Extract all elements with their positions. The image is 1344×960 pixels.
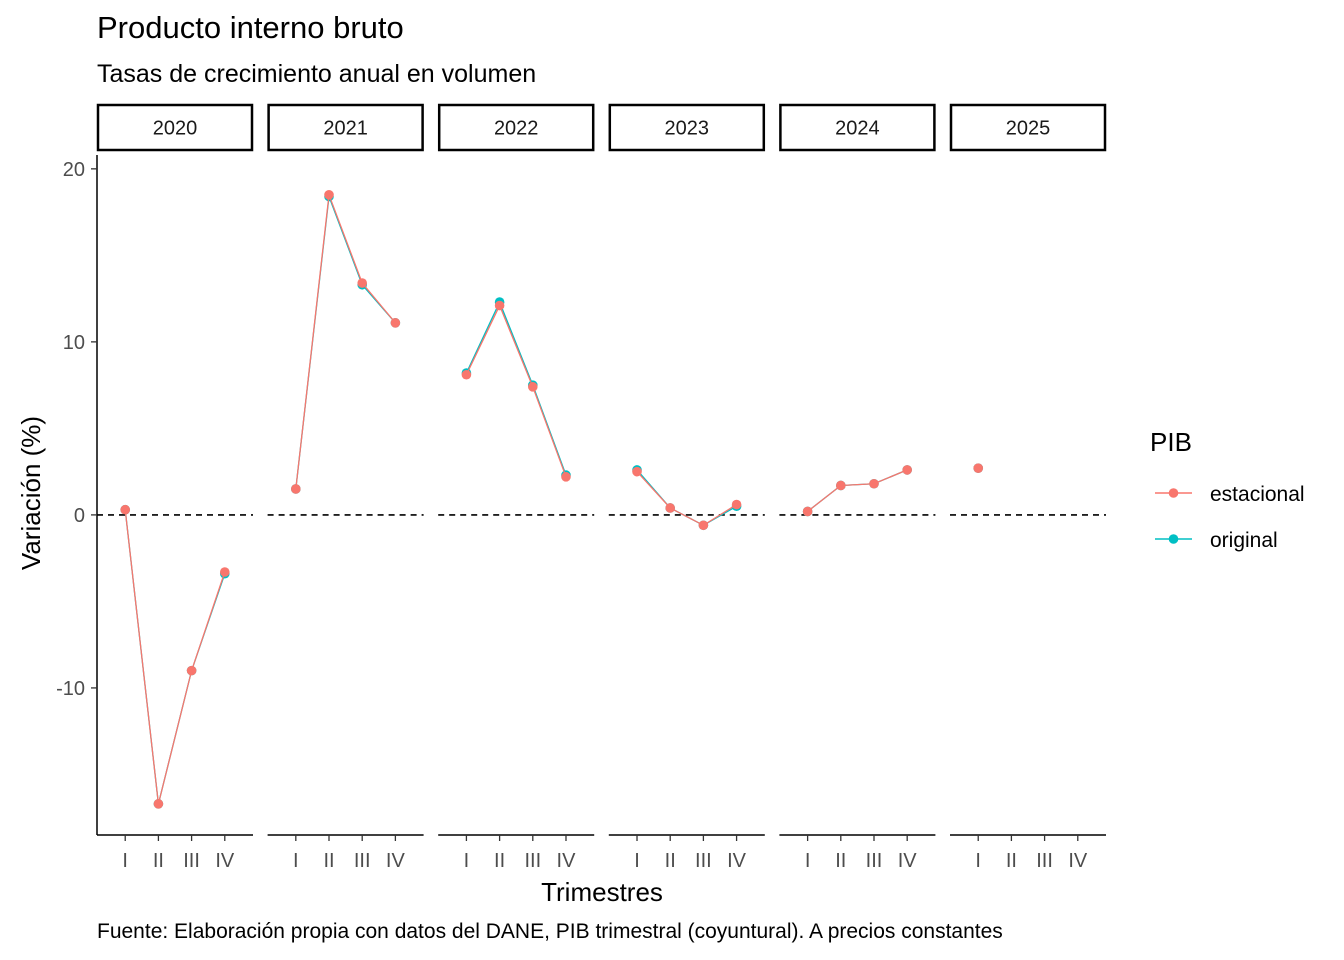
legend-item-original: original [1155, 529, 1278, 552]
x-tick-label: I [975, 850, 981, 872]
data-point-estacional [291, 484, 301, 494]
x-tick-label: III [866, 850, 883, 872]
x-tick-label: IV [215, 850, 235, 872]
legend-key-point [1168, 534, 1179, 544]
y-tick-label: -10 [56, 678, 85, 700]
x-tick-label: II [835, 850, 846, 872]
series-line-estacional [636, 471, 737, 527]
facet-strip-label: 2021 [323, 118, 368, 140]
legend-label: estacional [1210, 483, 1305, 506]
series-line-estacional [295, 194, 396, 490]
data-point-estacional [494, 300, 505, 311]
data-point-estacional [836, 480, 846, 491]
data-point-estacional [561, 472, 571, 482]
x-tick-label: II [323, 850, 334, 872]
x-tick-label: III [524, 850, 541, 872]
legend-item-estacional: estacional [1155, 483, 1305, 506]
legend-items: estacional original [1155, 483, 1305, 552]
facet-strip [96, 103, 254, 152]
facet-strip-label: 2022 [494, 118, 539, 140]
x-tick-label: II [153, 850, 164, 872]
data-point-estacional [357, 278, 367, 288]
facet-strip [608, 103, 766, 152]
y-axis: -10 0 10 20 [56, 155, 98, 835]
facet-strip [949, 103, 1107, 152]
data-point-estacional [390, 318, 401, 328]
y-tick-label: 0 [74, 505, 85, 527]
series-line-estacional [807, 469, 908, 512]
x-tick-label: III [695, 850, 712, 872]
x-tick-label: IV [727, 850, 747, 872]
x-tick-label: IV [557, 850, 577, 872]
chart-caption: Fuente: Elaboración propia con datos del… [97, 920, 1003, 943]
series-line-estacional [465, 303, 567, 478]
data-point-estacional [632, 466, 642, 477]
x-tick-label: II [1006, 850, 1017, 872]
series-line-original [465, 300, 567, 476]
x-tick-label: II [494, 850, 505, 872]
series-line-estacional [124, 509, 226, 805]
x-tick-label: III [1036, 850, 1053, 872]
data-point-estacional [731, 499, 742, 510]
legend: PIB estacional original [1150, 427, 1305, 552]
y-tick-label: 20 [63, 159, 85, 181]
x-tick-label: I [122, 850, 128, 872]
chart-subtitle: Tasas de crecimiento anual en volumen [97, 60, 537, 88]
facet-strip [437, 103, 595, 152]
facet-strip [779, 103, 936, 152]
data-point-estacional [527, 382, 538, 392]
x-tick-label: IV [386, 850, 406, 872]
y-axis-title: Variación (%) [16, 416, 46, 570]
data-point-estacional [802, 506, 813, 517]
legend-label: original [1210, 529, 1278, 552]
series-line-original [124, 509, 226, 805]
data-point-estacional [869, 478, 879, 489]
chart-title: Producto interno bruto [97, 10, 404, 45]
data-point-estacional [324, 189, 334, 200]
x-tick-label: I [634, 850, 640, 872]
data-point-estacional [902, 465, 912, 475]
x-axis-title: Trimestres [541, 877, 663, 907]
x-tick-label: IV [1068, 850, 1088, 872]
x-tick-label: IV [898, 850, 918, 872]
facet-strip [267, 103, 424, 152]
data-point-estacional [186, 665, 197, 676]
x-tick-label: II [665, 850, 676, 872]
legend-title: PIB [1150, 427, 1192, 457]
x-tick-label: III [354, 850, 371, 872]
data-point-estacional [665, 503, 676, 513]
legend-key-point [1168, 488, 1179, 498]
data-point-estacional [153, 799, 164, 809]
facet-strip-label: 2024 [835, 118, 880, 140]
data-point-estacional [219, 567, 230, 577]
facet-strip-label: 2025 [1006, 118, 1051, 140]
data-point-estacional [973, 463, 984, 473]
y-tick-label: 10 [63, 332, 85, 354]
x-tick-label: I [293, 850, 299, 872]
facet-strip-label: 2023 [665, 118, 710, 140]
data-point-estacional [461, 369, 472, 380]
facet-strip-label: 2020 [153, 118, 198, 140]
x-tick-label: III [183, 850, 200, 872]
x-tick-label: I [464, 850, 470, 872]
data-point-estacional [120, 504, 131, 515]
x-tick-label: I [805, 850, 811, 872]
data-point-estacional [698, 520, 709, 531]
